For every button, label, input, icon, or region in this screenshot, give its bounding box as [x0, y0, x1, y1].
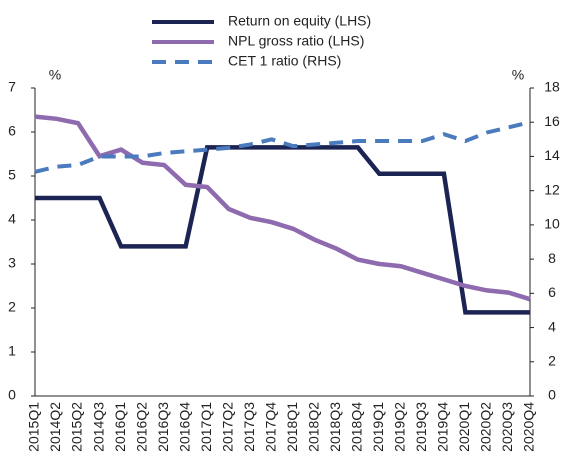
y-tick-label: 0	[8, 387, 16, 403]
x-tick-label: 2020Q1	[456, 402, 472, 452]
x-tick-label: 2016Q3	[155, 402, 171, 452]
x-tick-label: 2018Q1	[284, 402, 300, 452]
y2-tick-label: 12	[544, 181, 560, 197]
x-tick-label: 2020Q4	[521, 402, 537, 452]
series-line	[34, 114, 531, 302]
y2-tick-label: 4	[548, 318, 556, 334]
x-tick-label: 2014Q2	[47, 402, 63, 452]
x-tick-label: 2019Q1	[370, 402, 386, 452]
x-tick-label: 2020Q2	[478, 402, 494, 452]
y-tick-label: 3	[8, 255, 16, 271]
y-tick-label: 1	[8, 343, 16, 359]
x-tick-label: 2018Q4	[349, 402, 365, 452]
y2-tick-label: 18	[544, 79, 560, 95]
series-line	[35, 145, 530, 315]
y-tick-label: 7	[8, 79, 16, 95]
x-tick-label: 2016Q2	[133, 402, 149, 452]
x-tick-label: 2020Q3	[499, 402, 515, 452]
y-tick-label: 6	[8, 123, 16, 139]
y-tick-label: 2	[8, 299, 16, 315]
x-tick-label: 2016Q1	[112, 402, 128, 452]
x-tick-label: 2018Q2	[305, 402, 321, 452]
x-tick-label: 2018Q3	[327, 402, 343, 452]
legend-label: CET 1 ratio (RHS)	[228, 53, 341, 69]
y2-tick-label: 10	[544, 216, 560, 232]
y2-tick-label: 0	[548, 387, 556, 403]
legend-label: NPL gross ratio (LHS)	[228, 33, 364, 49]
y-tick-label: 5	[8, 167, 16, 183]
legend-label: Return on equity (LHS)	[228, 13, 371, 29]
y-axis-label: %	[49, 67, 61, 83]
x-tick-label: 2017Q4	[262, 402, 278, 452]
y-tick-label: 4	[8, 211, 16, 227]
x-tick-label: 2019Q2	[392, 402, 408, 452]
y2-tick-label: 6	[548, 284, 556, 300]
x-tick-label: 2017Q1	[198, 402, 214, 452]
x-tick-label: 2019Q4	[435, 402, 451, 452]
x-tick-label: 2017Q3	[241, 402, 257, 452]
y2-tick-label: 16	[544, 113, 560, 129]
series-line	[34, 120, 531, 174]
x-tick-label: 2015Q1	[26, 402, 42, 452]
x-tick-label: 2014Q3	[90, 402, 106, 452]
x-tick-label: 2019Q3	[413, 402, 429, 452]
y2-tick-label: 14	[544, 147, 560, 163]
x-tick-label: 2016Q4	[176, 402, 192, 452]
y2-tick-label: 8	[548, 250, 556, 266]
x-tick-label: 2017Q2	[219, 402, 235, 452]
y2-axis-label: %	[512, 67, 524, 83]
x-tick-label: 2015Q2	[69, 402, 85, 452]
y2-tick-label: 2	[548, 352, 556, 368]
